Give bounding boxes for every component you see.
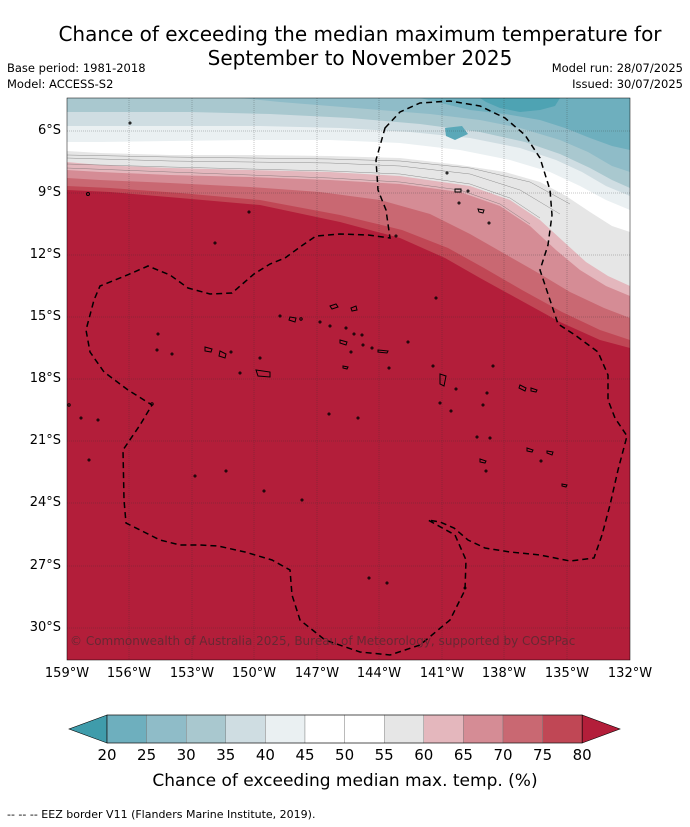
lon-label: 159°W <box>44 666 90 681</box>
lat-label: 30°S <box>29 620 61 635</box>
islands <box>67 121 568 590</box>
map-title: Chance of exceeding the median maximum t… <box>40 22 680 70</box>
colorbar-segment <box>265 714 306 744</box>
colorbar-tick-label: 35 <box>216 746 236 764</box>
meta-right: Model run: 28/07/2025 Issued: 30/07/2025 <box>552 60 683 92</box>
lon-label: 150°W <box>231 666 277 681</box>
lat-label: 6°S <box>37 123 61 138</box>
meta-left: Base period: 1981-2018 Model: ACCESS-S2 <box>7 60 146 92</box>
model-run: Model run: 28/07/2025 <box>551 61 683 75</box>
colorbar-tick-label: 70 <box>493 746 513 764</box>
colorbar-tick-label: 40 <box>255 746 275 764</box>
colorbar <box>68 714 621 744</box>
issued-date: Issued: 30/07/2025 <box>572 77 683 91</box>
lat-label: 18°S <box>29 371 61 386</box>
band-below-20 <box>480 98 560 112</box>
copyright-credit: © Commonwealth of Australia 2025, Bureau… <box>70 634 576 648</box>
colorbar-segment <box>225 714 266 744</box>
eez-kiribati-line-islands <box>85 100 628 656</box>
lon-label: 147°W <box>294 666 340 681</box>
lon-label: 135°W <box>544 666 590 681</box>
lon-label: 144°W <box>356 666 402 681</box>
lon-label: 138°W <box>481 666 527 681</box>
colorbar-extend-high <box>581 714 621 744</box>
colorbar-tick-label: 20 <box>97 746 117 764</box>
lat-label: 9°S <box>37 185 61 200</box>
model-name: Model: ACCESS-S2 <box>7 77 114 91</box>
colorbar-segment <box>463 714 504 744</box>
lon-label: 153°W <box>169 666 215 681</box>
lat-label: 15°S <box>29 309 61 324</box>
lat-label: 12°S <box>29 247 61 262</box>
colorbar-tick-label: 60 <box>414 746 434 764</box>
band-20-25 <box>420 98 630 150</box>
grid-lines <box>67 98 630 660</box>
colorbar-extend-low <box>68 714 108 744</box>
lat-label: 24°S <box>29 495 61 510</box>
colorbar-segment <box>502 714 543 744</box>
lat-label: 21°S <box>29 433 61 448</box>
lon-label: 156°W <box>106 666 152 681</box>
contour-lines <box>67 154 571 225</box>
lon-label: 141°W <box>419 666 465 681</box>
colorbar-segment <box>542 714 583 744</box>
colorbar-title: Chance of exceeding median max. temp. (%… <box>152 771 538 791</box>
colorbar-segment <box>423 714 464 744</box>
probability-field <box>67 98 630 660</box>
colorbar-segment <box>185 714 226 744</box>
eez-footnote: -- -- -- EEZ border V11 (Flanders Marine… <box>7 808 316 821</box>
colorbar-tick-label: 25 <box>137 746 157 764</box>
colorbar-tick-label: 50 <box>335 746 355 764</box>
colorbar-outline <box>106 714 583 744</box>
map-frame <box>66 97 631 661</box>
colorbar-tick-label: 65 <box>453 746 473 764</box>
base-period: Base period: 1981-2018 <box>7 61 146 75</box>
band-below-20-south <box>445 126 468 140</box>
colorbar-tick-label: 75 <box>533 746 553 764</box>
colorbar-tick-label: 55 <box>374 746 394 764</box>
colorbar-segment <box>106 714 147 744</box>
colorbar-segment <box>344 714 385 744</box>
colorbar-tick-label: 30 <box>176 746 196 764</box>
colorbar-tick-label: 80 <box>572 746 592 764</box>
colorbar-segment <box>384 714 425 744</box>
lon-label: 132°W <box>607 666 653 681</box>
colorbar-segment <box>304 714 345 744</box>
eez-borders <box>85 100 628 656</box>
colorbar-tick-label: 45 <box>295 746 315 764</box>
title-line-1: Chance of exceeding the median maximum t… <box>58 22 662 46</box>
lat-label: 27°S <box>29 558 61 573</box>
title-line-2: September to November 2025 <box>207 46 513 70</box>
colorbar-segment <box>146 714 187 744</box>
